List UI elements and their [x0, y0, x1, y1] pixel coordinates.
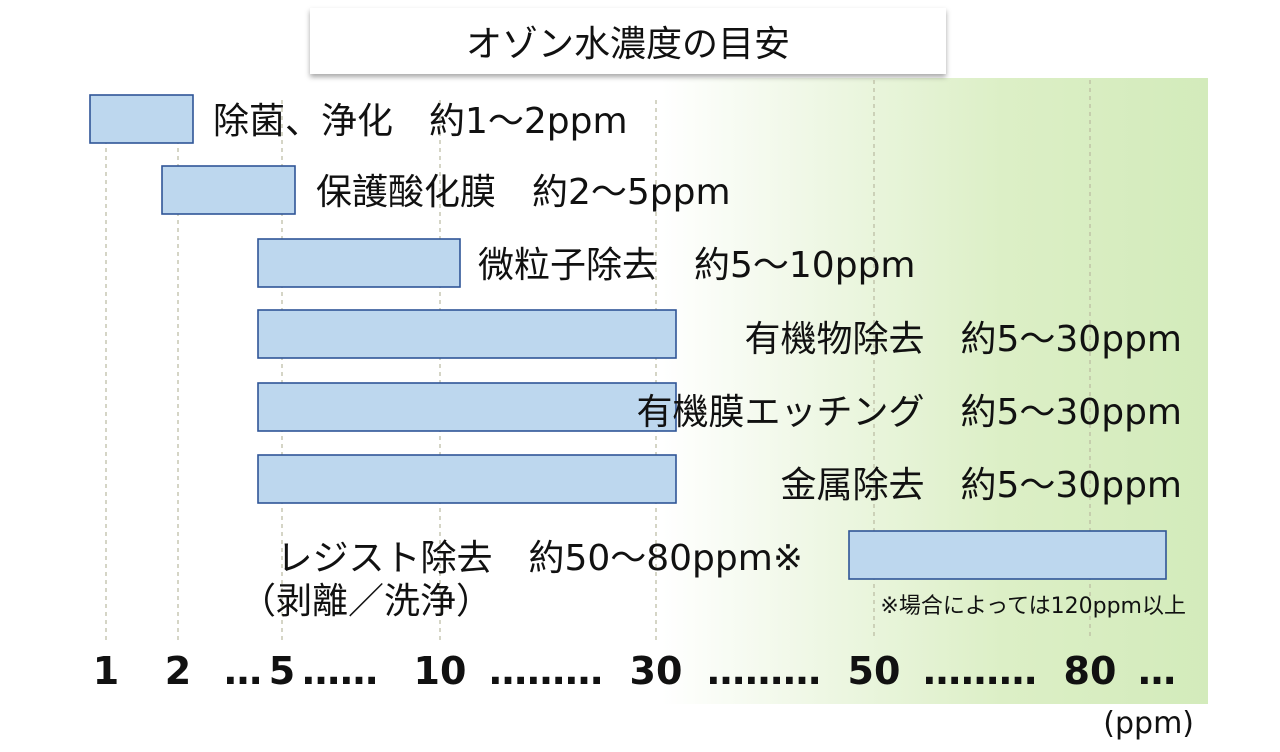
- bar-label: レジスト除去 約50～80ppm※: [276, 538, 803, 579]
- bar-label-sub: （剥離／洗浄）: [240, 581, 492, 622]
- x-tick-label: ………: [923, 649, 1037, 693]
- x-tick-label: ………: [707, 649, 821, 693]
- annotation-note: ※場合によっては120ppm以上: [880, 594, 1186, 619]
- x-tick-label: 1: [93, 649, 119, 693]
- bar-label: 微粒子除去 約5～10ppm: [478, 245, 916, 286]
- x-tick-label: 50: [848, 649, 901, 693]
- chart-title-text: オゾン水濃度の目安: [465, 24, 790, 65]
- bar: [848, 530, 1167, 580]
- bar: [161, 165, 296, 215]
- x-tick-label: 10: [414, 649, 467, 693]
- bars: [89, 94, 1167, 580]
- bar: [257, 454, 677, 504]
- bar-label: 有機膜エッチング 約5～30ppm: [637, 392, 1183, 433]
- chart-title: オゾン水濃度の目安: [310, 8, 946, 74]
- bar-labels: 除菌、浄化 約1～2ppm 保護酸化膜 約2～5ppm 微粒子除去 約5～10ppm…: [213, 101, 1182, 622]
- bar: [257, 309, 677, 359]
- x-tick-label: 5: [269, 649, 295, 693]
- x-axis-ticks: 1 2… 5…… 10……… 30……… 50……… 80…: [93, 649, 1176, 693]
- x-tick-label: ………: [489, 649, 603, 693]
- bar: [257, 382, 677, 432]
- x-tick-label: ……: [302, 649, 378, 693]
- x-tick-label: …: [1138, 649, 1176, 693]
- bar: [257, 238, 461, 288]
- bar-label: 金属除去 約5～30ppm: [781, 465, 1183, 506]
- x-tick-label: 80: [1064, 649, 1117, 693]
- x-axis-unit-label: (ppm): [1103, 706, 1194, 741]
- x-tick-label: 30: [630, 649, 683, 693]
- x-tick-label: …: [224, 649, 262, 693]
- bar-label: 有機物除去 約5～30ppm: [745, 319, 1183, 360]
- bar-label: 除菌、浄化 約1～2ppm: [213, 101, 628, 142]
- bar-label: 保護酸化膜 約2～5ppm: [316, 172, 731, 213]
- bar: [89, 94, 194, 144]
- x-tick-label: 2: [165, 649, 191, 693]
